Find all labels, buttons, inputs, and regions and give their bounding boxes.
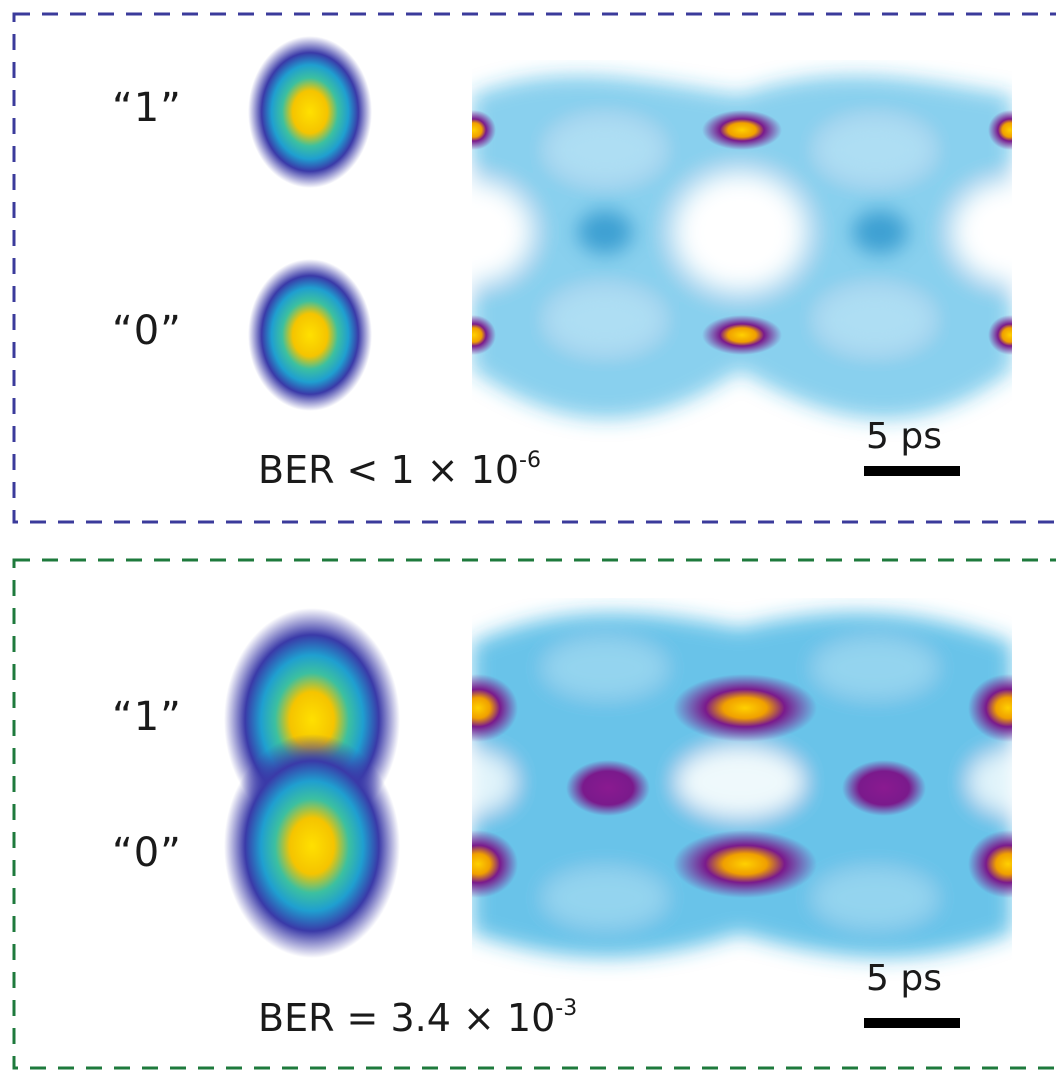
ber-exponent-top: -6 [519, 448, 541, 473]
scale-bar-top [864, 466, 960, 476]
cluster-0-top [248, 259, 372, 411]
eye-diagram-top [472, 75, 1012, 419]
cluster-0-bottom [224, 734, 400, 958]
ber-exponent-bottom: -3 [555, 996, 578, 1021]
scale-bar-label-bottom: 5 ps [866, 958, 942, 999]
state-label-0-bottom: “0” [112, 830, 182, 876]
state-label-1-bottom: “1” [112, 694, 182, 740]
ber-text-top: BER < 1 × 10 [258, 448, 520, 492]
constellation-top [248, 36, 372, 411]
state-label-1-top: “1” [112, 85, 182, 131]
eye-diagram-bottom [472, 612, 1012, 958]
ber-text-bottom: BER = 3.4 × 10 [258, 996, 556, 1040]
ber-label-top: BER < 1 × 10-6 [258, 448, 541, 492]
scale-bar-bottom [864, 1018, 960, 1028]
panel-top-border [12, 12, 1056, 524]
panel-bottom: “1” “0” BER = 3.4 × 10-3 5 ps [0, 548, 1056, 1070]
panel-top-graphic [12, 12, 1056, 524]
state-label-0-top: “0” [112, 308, 182, 354]
panel-bottom-border [12, 558, 1056, 1070]
scale-bar-label-top: 5 ps [866, 416, 942, 457]
panel-bottom-graphic [12, 558, 1056, 1070]
constellation-bottom [224, 608, 400, 958]
ber-label-bottom: BER = 3.4 × 10-3 [258, 996, 577, 1040]
panel-top: “1” “0” BER < 1 × 10-6 5 ps [0, 0, 1056, 530]
cluster-1-top [248, 36, 372, 188]
